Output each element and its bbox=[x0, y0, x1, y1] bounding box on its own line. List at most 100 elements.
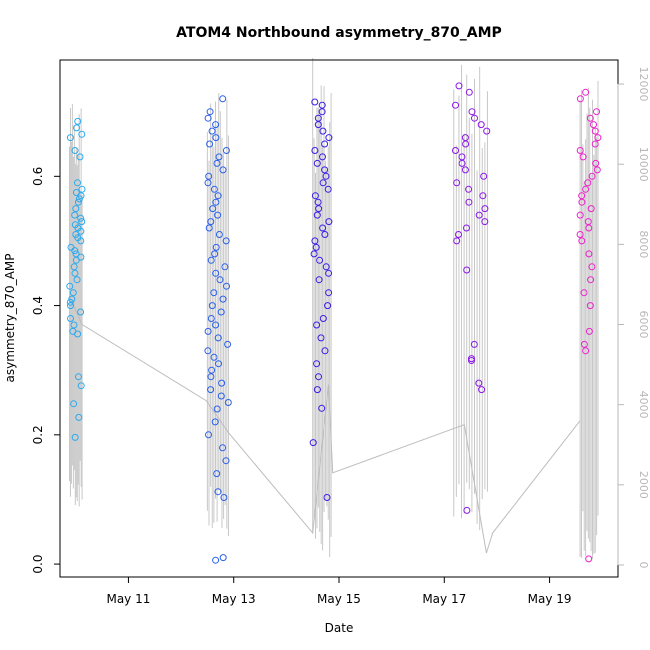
data-point bbox=[325, 269, 333, 277]
data-point bbox=[321, 231, 329, 238]
data-point bbox=[468, 108, 476, 116]
data-point bbox=[314, 198, 322, 206]
data-point bbox=[71, 147, 79, 154]
data-point bbox=[483, 127, 491, 135]
data-point bbox=[72, 189, 80, 196]
data-point bbox=[313, 386, 321, 394]
data-point bbox=[212, 198, 220, 206]
data-point bbox=[72, 250, 80, 258]
data-point bbox=[211, 250, 219, 258]
data-point bbox=[322, 172, 330, 180]
data-point bbox=[325, 134, 333, 142]
data-point bbox=[70, 263, 78, 271]
data-point bbox=[224, 399, 232, 406]
data-point bbox=[578, 237, 586, 245]
y2-tick-label: 12000 bbox=[637, 67, 650, 102]
data-point bbox=[453, 179, 461, 187]
data-point bbox=[222, 147, 230, 154]
data-point bbox=[207, 315, 215, 322]
data-point bbox=[75, 413, 83, 421]
y-tick-label: 0.6 bbox=[31, 167, 45, 186]
data-point bbox=[213, 159, 221, 167]
data-point bbox=[207, 218, 215, 226]
data-point bbox=[213, 405, 221, 413]
data-point bbox=[68, 295, 76, 303]
data-point bbox=[222, 457, 230, 465]
data-point bbox=[207, 386, 215, 394]
data-point bbox=[588, 172, 596, 180]
x-tick-label: May 19 bbox=[528, 592, 572, 606]
data-point bbox=[204, 114, 212, 122]
data-point bbox=[74, 117, 82, 125]
data-point bbox=[324, 302, 332, 310]
data-point bbox=[578, 192, 586, 200]
data-point bbox=[314, 114, 322, 122]
data-point bbox=[216, 276, 224, 284]
data-point bbox=[479, 192, 487, 200]
data-point bbox=[582, 347, 590, 355]
data-point bbox=[76, 153, 84, 161]
data-point bbox=[319, 179, 327, 187]
data-point bbox=[208, 302, 216, 310]
data-point bbox=[475, 211, 483, 219]
data-point bbox=[309, 439, 317, 447]
data-point bbox=[478, 386, 486, 394]
data-point bbox=[222, 237, 230, 245]
data-point bbox=[590, 121, 597, 129]
data-point bbox=[585, 327, 593, 335]
count-series-line bbox=[69, 296, 581, 554]
data-point bbox=[71, 211, 79, 219]
data-point bbox=[208, 127, 216, 135]
data-point bbox=[77, 214, 85, 222]
data-point bbox=[592, 159, 600, 167]
data-point bbox=[224, 340, 232, 348]
data-point bbox=[221, 263, 229, 271]
data-point bbox=[481, 218, 489, 226]
data-point bbox=[324, 185, 332, 193]
y-tick-label: 0.4 bbox=[31, 296, 45, 315]
data-point bbox=[311, 98, 319, 106]
data-point bbox=[67, 243, 75, 251]
data-point bbox=[215, 153, 223, 161]
data-point bbox=[452, 147, 459, 154]
data-point bbox=[214, 211, 222, 219]
data-point bbox=[576, 231, 584, 238]
data-point bbox=[207, 373, 215, 381]
data-point bbox=[66, 134, 74, 142]
data-point bbox=[310, 250, 318, 258]
data-point bbox=[319, 127, 327, 135]
data-point bbox=[580, 289, 588, 297]
data-point bbox=[72, 231, 80, 238]
data-point bbox=[593, 166, 601, 174]
x-tick-label: May 15 bbox=[317, 592, 361, 606]
data-point bbox=[313, 360, 321, 368]
data-point bbox=[215, 360, 222, 368]
data-point bbox=[317, 334, 325, 342]
data-point bbox=[72, 205, 80, 213]
data-point bbox=[322, 263, 330, 271]
data-point bbox=[214, 488, 222, 496]
data-point bbox=[211, 418, 219, 426]
data-point bbox=[66, 298, 74, 306]
data-point bbox=[325, 289, 333, 297]
data-point bbox=[458, 159, 466, 167]
data-point bbox=[315, 276, 323, 284]
data-point bbox=[204, 347, 212, 355]
data-point bbox=[585, 555, 593, 563]
data-point bbox=[220, 494, 228, 501]
data-point bbox=[576, 147, 584, 154]
x-tick-label: May 11 bbox=[106, 592, 150, 606]
data-point bbox=[591, 140, 599, 148]
data-point bbox=[311, 192, 319, 200]
data-point bbox=[67, 315, 74, 322]
data-point bbox=[70, 321, 78, 329]
data-point bbox=[78, 185, 86, 193]
data-point bbox=[587, 205, 595, 213]
data-point bbox=[217, 392, 225, 400]
data-point bbox=[463, 224, 470, 232]
data-point bbox=[312, 243, 320, 251]
data-point bbox=[468, 355, 475, 363]
data-point bbox=[465, 185, 473, 193]
data-point bbox=[207, 256, 215, 264]
data-point bbox=[586, 302, 594, 310]
